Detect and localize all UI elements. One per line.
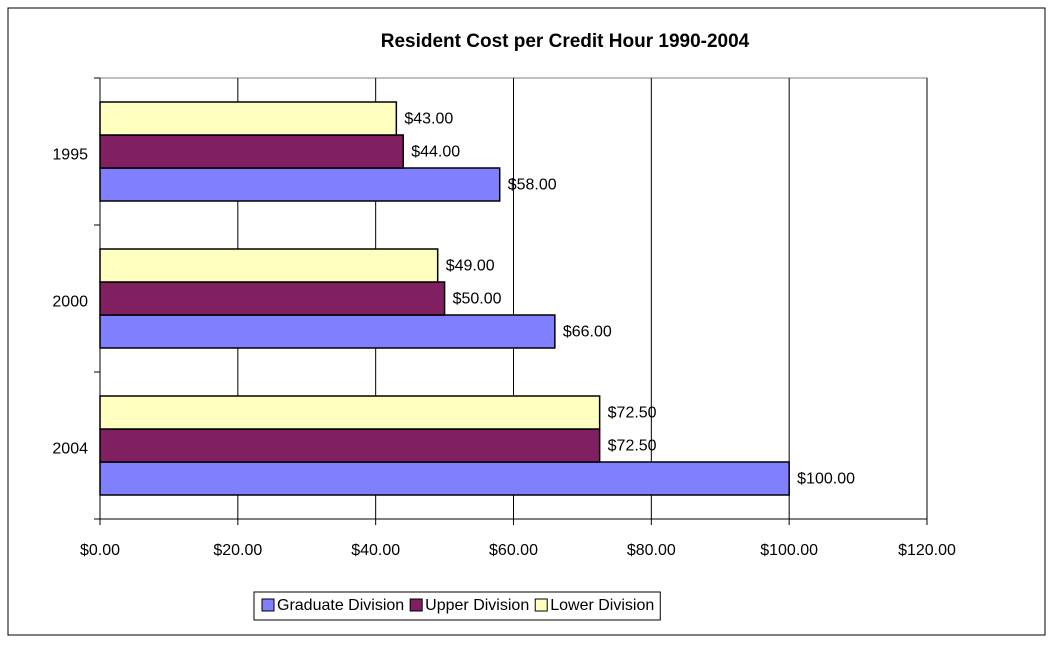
value-label: $72.50 [608, 405, 657, 422]
bar [99, 167, 501, 202]
bar [99, 461, 790, 496]
bar [99, 101, 398, 136]
value-label: $50.00 [453, 291, 502, 308]
legend-swatch [261, 598, 275, 612]
value-label: $44.00 [411, 144, 460, 161]
value-label: $66.00 [563, 324, 612, 341]
legend-label: Upper Division [425, 597, 529, 614]
bar [99, 248, 439, 283]
y-tick-label: 2000 [52, 294, 88, 311]
x-tick-label: $0.00 [80, 542, 120, 559]
bar [99, 428, 601, 463]
bar [99, 314, 556, 349]
x-tick-label: $20.00 [213, 542, 262, 559]
bar [99, 281, 446, 316]
x-tick-label: $40.00 [351, 542, 400, 559]
legend-swatch [409, 598, 423, 612]
x-tick-label: $100.00 [760, 542, 818, 559]
value-label: $58.00 [508, 177, 557, 194]
legend [253, 591, 661, 621]
x-tick-label: $80.00 [627, 542, 676, 559]
x-tick-label: $60.00 [489, 542, 538, 559]
value-label: $100.00 [797, 471, 855, 488]
y-tick-label: 1995 [52, 147, 88, 164]
legend-swatch [534, 598, 548, 612]
x-tick-label: $120.00 [898, 542, 956, 559]
value-label: $43.00 [404, 111, 453, 128]
bar [99, 395, 601, 430]
chart-title: Resident Cost per Credit Hour 1990-2004 [381, 31, 750, 52]
legend-label: Lower Division [550, 597, 654, 614]
value-label: $49.00 [446, 258, 495, 275]
bar [99, 134, 404, 169]
y-tick-label: 2004 [52, 441, 88, 458]
value-label: $72.50 [608, 438, 657, 455]
legend-label: Graduate Division [277, 597, 404, 614]
